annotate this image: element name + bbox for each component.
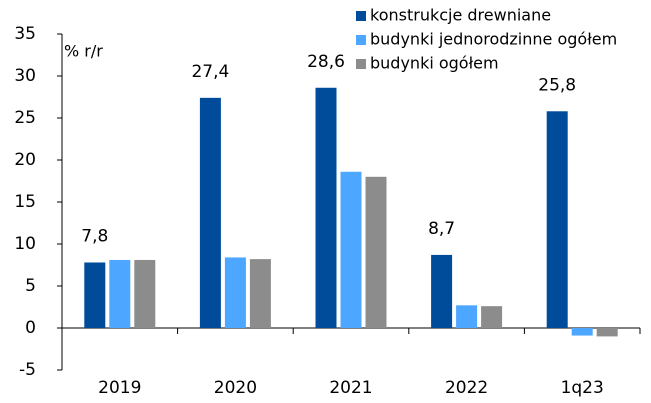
legend-label: konstrukcje drewniane: [370, 6, 551, 25]
bar: [571, 328, 593, 336]
bar: [199, 97, 221, 328]
bar: [365, 176, 387, 328]
y-axis-label: % r/r: [64, 42, 103, 61]
y-tick-label: 20: [14, 150, 36, 170]
bar: [456, 305, 478, 328]
y-tick-label: 30: [14, 66, 36, 86]
y-tick-label: 0: [25, 318, 36, 338]
x-tick-label: 2022: [445, 378, 488, 398]
bar: [249, 259, 271, 328]
y-tick-label: -5: [19, 360, 36, 380]
x-tick-label: 2020: [214, 378, 257, 398]
x-tick-label: 2021: [329, 378, 372, 398]
legend-swatch: [356, 59, 366, 69]
bar: [134, 259, 156, 328]
y-tick-label: 10: [14, 234, 36, 254]
value-label: 25,8: [538, 75, 576, 95]
y-tick-label: 5: [25, 276, 36, 296]
bar: [340, 171, 362, 328]
value-label: 8,7: [428, 219, 455, 239]
bar: [431, 254, 453, 328]
x-tick-label: 2019: [98, 378, 141, 398]
bar: [84, 262, 106, 328]
bar: [481, 306, 503, 328]
bar: [546, 111, 568, 328]
value-label: 27,4: [191, 62, 229, 82]
legend-label: budynki ogółem: [370, 54, 499, 73]
y-tick-label: 25: [14, 108, 36, 128]
y-tick-label: 15: [14, 192, 36, 212]
bar: [109, 259, 131, 328]
bar: [224, 257, 246, 328]
legend-swatch: [356, 11, 366, 21]
x-tick-label: 1q23: [561, 378, 604, 398]
value-label: 28,6: [307, 52, 345, 72]
y-tick-label: 35: [14, 24, 36, 44]
bar: [596, 328, 618, 337]
legend-label: budynki jednorodzinne ogółem: [370, 30, 617, 49]
bar: [315, 87, 337, 328]
value-label: 7,8: [81, 226, 108, 246]
legend-swatch: [356, 35, 366, 45]
